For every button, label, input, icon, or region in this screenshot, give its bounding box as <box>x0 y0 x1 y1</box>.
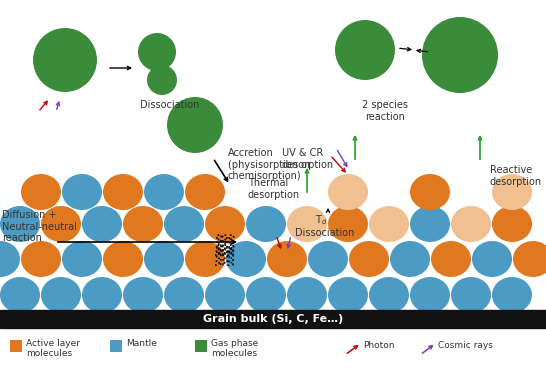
Ellipse shape <box>287 206 327 242</box>
Ellipse shape <box>267 241 307 277</box>
Text: Photon: Photon <box>363 340 395 349</box>
Ellipse shape <box>21 241 61 277</box>
Circle shape <box>422 17 498 93</box>
Circle shape <box>167 97 223 153</box>
Circle shape <box>147 65 177 95</box>
Text: Active layer
molecules: Active layer molecules <box>26 339 80 358</box>
Ellipse shape <box>185 174 225 210</box>
Text: Diffusion +
Neutral-neutral
reaction: Diffusion + Neutral-neutral reaction <box>2 210 77 243</box>
Ellipse shape <box>451 277 491 313</box>
Ellipse shape <box>328 277 368 313</box>
Ellipse shape <box>0 277 40 313</box>
Ellipse shape <box>492 206 532 242</box>
Bar <box>195 340 207 352</box>
Ellipse shape <box>369 206 409 242</box>
Ellipse shape <box>492 277 532 313</box>
Ellipse shape <box>82 277 122 313</box>
Text: Grain bulk (Si, C, Fe…): Grain bulk (Si, C, Fe…) <box>203 314 343 324</box>
Ellipse shape <box>513 241 546 277</box>
Ellipse shape <box>103 241 143 277</box>
Ellipse shape <box>410 277 450 313</box>
Ellipse shape <box>144 241 184 277</box>
Text: T$_d$: T$_d$ <box>315 213 328 227</box>
Ellipse shape <box>164 277 204 313</box>
Ellipse shape <box>123 277 163 313</box>
Ellipse shape <box>205 206 245 242</box>
Ellipse shape <box>41 277 81 313</box>
Ellipse shape <box>103 174 143 210</box>
Ellipse shape <box>492 174 532 210</box>
Ellipse shape <box>472 241 512 277</box>
Text: Thermal
desorption: Thermal desorption <box>248 178 300 200</box>
Ellipse shape <box>62 174 102 210</box>
Circle shape <box>138 33 176 71</box>
Ellipse shape <box>164 206 204 242</box>
Text: Mantle: Mantle <box>126 339 157 348</box>
Ellipse shape <box>390 241 430 277</box>
Ellipse shape <box>410 206 450 242</box>
Ellipse shape <box>144 174 184 210</box>
Ellipse shape <box>226 241 266 277</box>
Ellipse shape <box>246 206 286 242</box>
Text: Dissociation: Dissociation <box>140 100 199 110</box>
Ellipse shape <box>205 277 245 313</box>
Ellipse shape <box>82 206 122 242</box>
Ellipse shape <box>246 277 286 313</box>
Bar <box>10 340 22 352</box>
Ellipse shape <box>41 206 81 242</box>
Ellipse shape <box>62 241 102 277</box>
Text: Gas phase
molecules: Gas phase molecules <box>211 339 258 358</box>
Ellipse shape <box>0 206 40 242</box>
Bar <box>0 310 546 328</box>
Circle shape <box>33 28 97 92</box>
Text: Reactive
desorption: Reactive desorption <box>490 165 542 186</box>
Text: Accretion
(physisorption or
chemisorption): Accretion (physisorption or chemisorptio… <box>228 148 311 181</box>
Ellipse shape <box>185 241 225 277</box>
Circle shape <box>335 20 395 80</box>
Ellipse shape <box>123 206 163 242</box>
Ellipse shape <box>328 206 368 242</box>
Ellipse shape <box>431 241 471 277</box>
Ellipse shape <box>308 241 348 277</box>
Text: Cosmic rays: Cosmic rays <box>438 340 493 349</box>
Ellipse shape <box>21 174 61 210</box>
Ellipse shape <box>349 241 389 277</box>
Ellipse shape <box>369 277 409 313</box>
Bar <box>110 340 122 352</box>
Text: UV & CR
desorption: UV & CR desorption <box>282 148 334 169</box>
Ellipse shape <box>287 277 327 313</box>
Text: Dissociation: Dissociation <box>295 228 354 238</box>
Ellipse shape <box>410 174 450 210</box>
Ellipse shape <box>328 174 368 210</box>
Ellipse shape <box>451 206 491 242</box>
Ellipse shape <box>0 241 20 277</box>
Text: 2 species
reaction: 2 species reaction <box>362 100 408 122</box>
